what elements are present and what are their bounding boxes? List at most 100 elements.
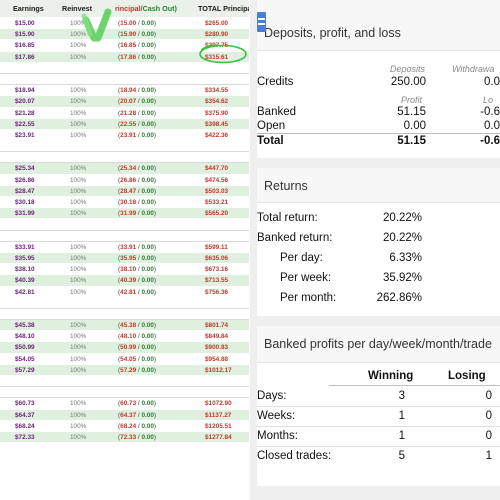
table-row: $15.00 100% (15.00 / 0.00) $265.00	[0, 18, 249, 30]
header-divider	[329, 385, 500, 386]
credits-withdrawals: 0.0	[484, 76, 500, 88]
total-principal-cell: $599.11	[205, 243, 228, 251]
circle-annotation-icon	[199, 44, 247, 64]
principal-cashout-cell: (15.90 / 0.00)	[118, 31, 157, 39]
row-divider	[257, 426, 500, 427]
table-row: $30.18 100% (30.18 / 0.00) $533.21	[0, 197, 249, 209]
principal-cashout-cell: (21.28 / 0.00)	[118, 109, 157, 117]
reinvest-cell: 100%	[70, 98, 87, 106]
table-row: $31.99 100% (31.99 / 0.00) $565.20	[0, 208, 249, 220]
weekend-row	[0, 230, 249, 242]
weekend-row	[0, 387, 249, 399]
reinvest-cell: 100%	[70, 333, 87, 341]
weekend-row	[0, 219, 249, 231]
col-profit: Profit	[401, 95, 423, 105]
weekend-row	[0, 141, 249, 153]
reinvest-cell: 100%	[70, 355, 87, 363]
earnings-cell: $21.28	[15, 109, 35, 117]
principal-cashout-cell: (68.24 / 0.00)	[118, 422, 157, 430]
reinvest-cell: 100%	[70, 42, 87, 50]
total-principal-cell: $1277.84	[205, 433, 232, 441]
table-row: $33.91 100% (33.91 / 0.00) $599.11	[0, 241, 249, 253]
reinvest-cell: 100%	[70, 31, 87, 39]
principal-cashout-cell: (30.18 / 0.00)	[118, 199, 157, 206]
total-principal-cell: $398.45	[205, 120, 229, 128]
principal-cashout-cell: (60.73 / 0.00)	[118, 400, 157, 408]
earnings-cell: $15.00	[15, 20, 35, 27]
principal-cashout-cell: (57.29 / 0.00)	[118, 366, 157, 374]
winning-count: 1	[398, 410, 405, 422]
table-row: $38.10 100% (38.10 / 0.00) $673.16	[0, 264, 249, 276]
total-return-label: Total return:	[257, 212, 318, 224]
per-month-value: 262.86%	[376, 292, 422, 304]
principal-cashout-cell: (31.99 / 0.00)	[118, 210, 157, 218]
col-winning: Winning	[368, 370, 414, 382]
reinvest-cell: 100%	[70, 176, 87, 184]
table-row: $35.95 100% (35.95 / 0.00) $635.06	[0, 252, 249, 265]
reinvest-cell: 100%	[70, 131, 87, 139]
reinvest-cell: 100%	[70, 165, 87, 173]
banked-profits-panel: Banked profits per day/week/month/trade …	[257, 326, 500, 486]
total-principal-cell: $334.55	[205, 87, 229, 95]
reinvest-cell: 100%	[70, 277, 87, 285]
winning-count: 5	[398, 450, 405, 462]
principal-cashout-cell: (45.38 / 0.00)	[118, 322, 157, 330]
earnings-cell: $16.85	[15, 42, 35, 50]
reinvest-cell: 100%	[70, 411, 87, 419]
total-principal-cell: $849.84	[205, 333, 229, 341]
list-tab-icon[interactable]	[257, 12, 266, 32]
banked-profit: 51.15	[397, 106, 426, 118]
table-row: $48.10 100% (48.10 / 0.00) $849.84	[0, 331, 249, 343]
reinvest-cell: 100%	[70, 254, 87, 262]
total-return-value: 20.22%	[382, 212, 422, 224]
earnings-cell: $31.99	[15, 210, 35, 218]
earnings-cell: $64.37	[15, 411, 35, 419]
total-profit: 51.15	[397, 135, 426, 147]
table-row: $50.99 100% (50.99 / 0.00) $900.83	[0, 342, 249, 354]
total-divider	[257, 133, 500, 134]
returns-panel: Returns Total return: 20.22% Banked retu…	[257, 168, 500, 316]
losing-count: 0	[485, 410, 492, 422]
principal-cashout-cell: (17.86 / 0.00)	[118, 53, 157, 61]
row-divider	[257, 446, 500, 447]
earnings-cell: $30.18	[15, 199, 35, 206]
table-header: Earnings Reinvest rincipal/Cash Out) TOT…	[0, 0, 249, 17]
reinvest-cell: 100%	[70, 243, 87, 251]
reinvest-cell: 100%	[70, 109, 87, 117]
reinvest-cell: 100%	[70, 400, 87, 408]
principal-cashout-cell: (48.10 / 0.00)	[118, 333, 157, 341]
earnings-cell: $42.81	[15, 288, 35, 296]
period-label: Days:	[257, 390, 287, 402]
open-profit: 0.00	[403, 120, 426, 132]
total-principal-cell: $1137.27	[205, 411, 232, 419]
principal-cashout-cell: (15.00 / 0.00)	[118, 20, 157, 27]
principal-cashout-cell: (25.34 / 0.00)	[118, 165, 157, 173]
earnings-cell: $26.86	[15, 176, 35, 184]
weekend-row	[0, 297, 249, 309]
open-label: Open	[257, 120, 286, 132]
earnings-cell: $38.10	[15, 266, 35, 274]
losing-count: 0	[485, 430, 492, 442]
principal-cashout-cell: (54.05 / 0.00)	[118, 355, 157, 363]
open-loss: 0.0	[484, 120, 500, 132]
table-row: $25.34 100% (25.34 / 0.00) $447.70	[0, 163, 249, 175]
table-row: $40.39 100% (40.39 / 0.00) $713.55	[0, 275, 249, 287]
header-principal-cashout: rincipal/Cash Out)	[115, 4, 177, 13]
losing-count: 0	[485, 390, 492, 402]
losing-count: 1	[485, 450, 492, 462]
period-label: Months:	[257, 430, 298, 442]
table-row: $45.38 100% (45.38 / 0.00) $801.74	[0, 320, 249, 332]
earnings-cell: $17.86	[15, 53, 35, 61]
total-principal-cell: $565.20	[205, 210, 229, 218]
principal-cashout-cell: (35.95 / 0.00)	[118, 254, 157, 262]
reinvest-cell: 100%	[70, 288, 87, 296]
reinvest-cell: 100%	[70, 87, 87, 95]
table-row: $21.28 100% (21.28 / 0.00) $375.90	[0, 107, 249, 119]
per-week-label: Per week:	[280, 272, 332, 284]
row-divider	[257, 406, 500, 407]
total-loss: -0.6	[480, 135, 500, 147]
total-principal-cell: $900.83	[205, 344, 229, 352]
total-principal-cell: $1072.90	[205, 400, 232, 408]
table-row: $54.05 100% (54.05 / 0.00) $954.88	[0, 353, 249, 365]
table-row: $23.91 100% (23.91 / 0.00) $422.36	[0, 129, 249, 142]
